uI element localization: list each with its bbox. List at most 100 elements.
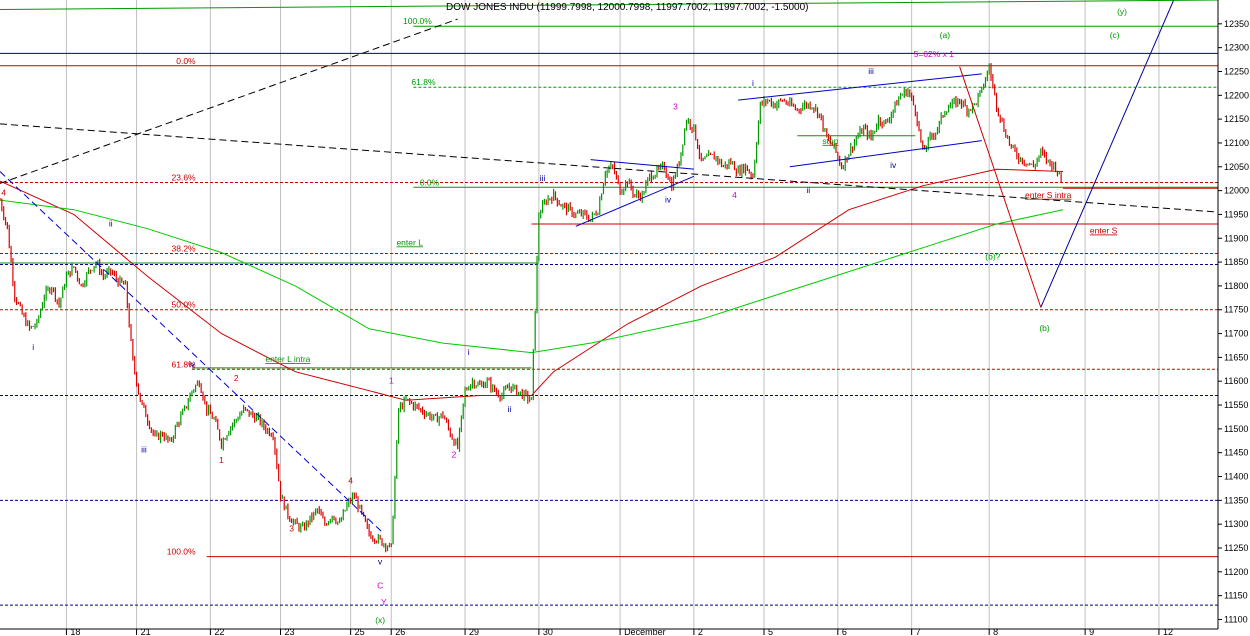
x-tick-label: 8 <box>993 627 998 636</box>
wave-label: 4 <box>348 476 353 486</box>
trend-line <box>1040 0 1175 308</box>
wave-label: enter S <box>1090 225 1118 235</box>
wave-label: enter S intra <box>1025 190 1072 200</box>
x-tick-label: 30 <box>543 627 553 636</box>
level-label: 61.8% <box>411 77 436 87</box>
wave-label: ii <box>109 218 113 228</box>
wave-label: iii <box>540 173 546 183</box>
trend-line <box>959 66 1042 308</box>
y-tick-label: 11900 <box>1224 233 1248 243</box>
x-tick-label: 21 <box>141 627 151 636</box>
wave-label: ii <box>507 404 511 414</box>
wave-label: i <box>468 347 470 357</box>
wave-label: iii <box>141 445 147 455</box>
wave-label: iv <box>890 160 897 170</box>
trend-line <box>738 73 982 101</box>
wave-label: 3 <box>673 102 678 112</box>
wave-label: enter L intra <box>265 354 310 364</box>
moving-average-line <box>0 199 1064 354</box>
level-label: 0.0% <box>176 56 196 66</box>
y-tick-label: 11350 <box>1224 495 1248 505</box>
price-bars <box>0 63 1062 553</box>
x-tick-label: 29 <box>469 627 479 636</box>
x-tick-label: 9 <box>1089 627 1094 636</box>
trend-line <box>590 159 694 170</box>
wave-label: (a) <box>940 30 951 40</box>
moving-average-line <box>0 168 1064 401</box>
wave-label: 3 <box>289 523 294 533</box>
x-tick-label: 2 <box>698 627 703 636</box>
y-tick-label: 12250 <box>1224 66 1249 76</box>
y-tick-label: 12000 <box>1224 186 1249 196</box>
y-tick-label: 12300 <box>1224 43 1249 53</box>
y-tick-label: 11200 <box>1224 567 1248 577</box>
y-tick-label: 11250 <box>1224 543 1248 553</box>
wave-label: Y <box>381 597 387 607</box>
wave-label: (b) <box>1039 323 1050 333</box>
y-tick-label: 11750 <box>1224 305 1248 315</box>
x-tick-label: 26 <box>395 627 405 636</box>
trend-line <box>575 175 695 227</box>
x-tick-label: 7 <box>916 627 921 636</box>
x-tick-label: 23 <box>285 627 295 636</box>
y-tick-label: 12200 <box>1224 90 1249 100</box>
trend-line <box>0 0 1219 11</box>
wave-label: (c) <box>1110 30 1120 40</box>
x-tick-label: 18 <box>70 627 80 636</box>
level-label: 23.6% <box>172 173 197 183</box>
x-axis: 18 21 22 23 25 26 29 30 December 2 5 6 7 8 9 12 <box>65 627 1173 636</box>
y-tick-label: 11700 <box>1224 329 1248 339</box>
wave-label: 2 <box>234 373 239 383</box>
wave-label: 2 <box>452 449 457 459</box>
y-tick-label: 11600 <box>1224 376 1248 386</box>
y-tick-label: 11300 <box>1224 519 1248 529</box>
y-tick-label: 11100 <box>1224 614 1248 624</box>
y-tick-label: 11550 <box>1224 400 1248 410</box>
wave-label: iv <box>189 359 196 369</box>
wave-label: v <box>378 557 383 567</box>
trend-line <box>0 18 458 184</box>
level-label: 38.2% <box>172 244 197 254</box>
x-tick-label: 22 <box>214 627 224 636</box>
x-tick-label: 25 <box>355 627 365 636</box>
wave-label: (b)? <box>985 252 1000 262</box>
y-tick-label: 12100 <box>1224 138 1249 148</box>
wave-label: 1 <box>219 455 224 465</box>
x-tick-label: 12 <box>1163 627 1173 636</box>
level-label: 0.0% <box>420 177 440 187</box>
y-tick-label: 11400 <box>1224 472 1248 482</box>
x-tick-label: December <box>624 627 666 636</box>
wave-label: C <box>377 580 383 590</box>
y-tick-label: 12350 <box>1224 19 1249 29</box>
x-axis-band <box>0 629 1218 636</box>
x-tick-label: 6 <box>842 627 847 636</box>
trend-line <box>789 140 982 168</box>
y-tick-label: 12150 <box>1224 114 1249 124</box>
y-tick-label: 12050 <box>1224 162 1249 172</box>
level-label: 100.0% <box>167 547 196 557</box>
trend-lines <box>0 0 1219 535</box>
wave-label: iv <box>665 195 672 205</box>
wave-label: 5=62% x 1 <box>914 49 955 59</box>
wave-label: 1 <box>389 376 394 386</box>
wave-label: i <box>32 342 34 352</box>
wave-label: 4 <box>732 190 737 200</box>
wave-label: 4 <box>1 187 6 197</box>
wave-label: stop <box>822 136 838 146</box>
y-tick-label: 11150 <box>1224 591 1248 601</box>
chart-title: DOW JONES INDU (11999.7998, 12000.7998, … <box>446 2 808 13</box>
trend-line <box>0 123 1219 213</box>
y-tick-label: 11850 <box>1224 257 1248 267</box>
wave-label: iii <box>868 66 874 76</box>
moving-averages <box>0 168 1064 401</box>
y-tick-label: 11800 <box>1224 281 1248 291</box>
wave-label: (x) <box>375 615 385 625</box>
level-label: 100.0% <box>403 16 432 26</box>
x-tick-label: 5 <box>768 627 773 636</box>
fibonacci-levels: 100.0%0.0%61.8%23.6% 0.0%38.2%50.0%61.8%1… <box>0 16 1218 606</box>
wave-label: ii <box>806 185 810 195</box>
y-tick-label: 11500 <box>1224 424 1248 434</box>
